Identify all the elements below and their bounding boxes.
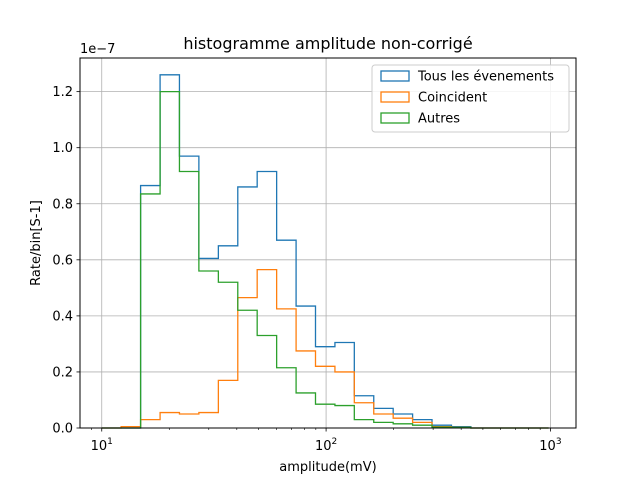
legend-swatch	[380, 112, 410, 124]
x-tick-exponent: 2	[331, 437, 337, 447]
y-tick-label: 1.2	[52, 85, 73, 100]
y-tick-label: 0.2	[52, 365, 73, 380]
y-tick-label: 0.4	[52, 309, 73, 324]
y-axis-label: Rate/bin[S-1]	[29, 200, 44, 286]
legend-label: Tous les évenements	[417, 70, 554, 85]
x-tick-exponent: 1	[107, 437, 113, 447]
legend-label: Coincident	[418, 91, 487, 106]
plot-frame	[79, 57, 577, 429]
x-tick-base: 10	[315, 439, 332, 454]
y-tick-label: 1.0	[52, 141, 73, 156]
series-step-3	[101, 90, 549, 429]
legend-frame	[371, 64, 570, 133]
legend: Tous les évenements Coincident Autres	[371, 64, 570, 133]
legend-label: Autres	[418, 112, 460, 127]
series-group	[101, 74, 549, 429]
legend-swatch	[380, 91, 410, 103]
y-tick-label: 0.8	[52, 197, 73, 212]
chart-title: histogramme amplitude non-corrigé	[183, 34, 472, 53]
legend-swatch	[380, 70, 410, 82]
y-tick-label: 0.0	[52, 422, 73, 437]
x-tick-base: 10	[91, 439, 108, 454]
y-tick-label: 0.6	[52, 253, 73, 268]
x-tick-label: 101	[91, 437, 113, 454]
x-ticks: 101 102 103	[91, 428, 562, 454]
x-axis-label: amplitude(mV)	[279, 460, 376, 475]
x-tick-exponent: 3	[556, 437, 562, 447]
x-tick-base: 10	[539, 439, 556, 454]
x-tick-label: 103	[539, 437, 561, 454]
y-ticks: 0.0 0.2 0.4 0.6 0.8 1.0 1.2	[52, 85, 80, 437]
x-tick-label: 102	[315, 437, 337, 454]
y-offset-text: 1e−7	[80, 42, 115, 57]
